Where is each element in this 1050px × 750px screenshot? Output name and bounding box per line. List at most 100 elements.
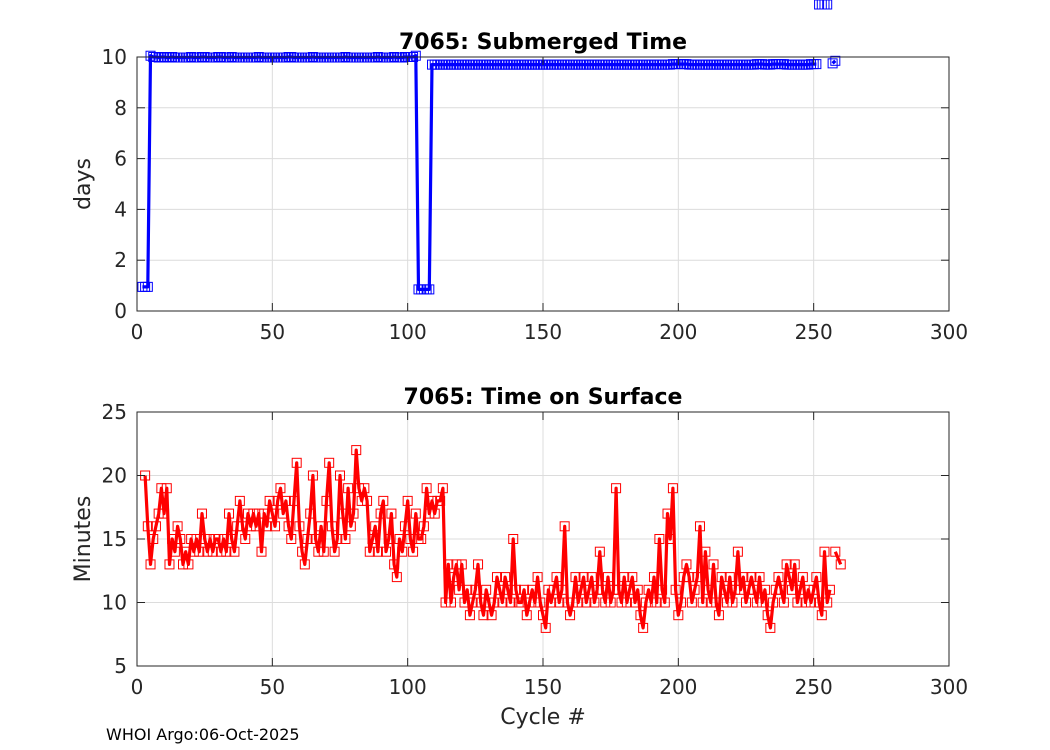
data-point-marker [597, 584, 608, 595]
data-point-marker [470, 584, 481, 595]
data-point-marker [778, 597, 789, 608]
data-point-marker [437, 483, 448, 494]
x-tick-label: 100 [389, 675, 427, 699]
data-point-marker [459, 597, 470, 608]
data-point-marker [299, 559, 310, 570]
x-axis-label: Cycle # [500, 705, 586, 730]
data-point-marker [676, 597, 687, 608]
data-point-marker [505, 597, 516, 608]
data-point-marker [824, 584, 835, 595]
data-point-marker [741, 597, 751, 608]
data-point-marker [524, 597, 535, 608]
data-point-marker [703, 584, 714, 595]
data-point-marker [565, 610, 576, 621]
data-point-marker [142, 521, 153, 532]
data-point-marker [224, 52, 235, 63]
data-point-marker [394, 534, 405, 544]
data-point-marker [556, 584, 567, 595]
data-point-marker [397, 52, 408, 63]
data-point-marker [153, 52, 164, 63]
data-point-marker [559, 521, 570, 532]
data-point-marker [280, 52, 291, 63]
data-point-marker [481, 584, 492, 595]
data-point-marker [464, 610, 475, 621]
x-tick-label: 300 [930, 675, 968, 699]
data-point-marker [270, 521, 281, 532]
y-tick-label: 6 [114, 147, 127, 171]
x-tick-label: 150 [524, 675, 562, 699]
y-axis-label: days [71, 158, 96, 210]
data-point-marker [700, 546, 711, 557]
data-point-marker [245, 521, 256, 532]
data-point-marker [264, 495, 275, 506]
data-point-marker [475, 597, 486, 608]
data-point-marker [256, 546, 267, 557]
data-point-marker [145, 50, 156, 61]
data-point-marker [548, 584, 559, 595]
data-point-marker [483, 597, 494, 608]
data-point-marker [659, 597, 670, 608]
series-line [833, 551, 843, 566]
data-point-marker [362, 495, 373, 506]
data-point-marker [762, 610, 773, 621]
data-point-marker [627, 572, 638, 583]
y-tick-label: 10 [102, 591, 127, 615]
data-point-marker [445, 597, 456, 608]
data-point-marker [692, 572, 703, 583]
data-point-marker [383, 534, 394, 544]
data-point-marker [381, 546, 392, 557]
data-point-marker [169, 546, 180, 557]
data-point-marker [275, 483, 286, 494]
data-point-marker [402, 495, 413, 506]
data-point-marker [608, 584, 619, 595]
data-point-marker [551, 572, 562, 583]
data-point-marker [789, 559, 800, 570]
data-point-marker [467, 597, 478, 608]
data-point-marker [694, 521, 705, 532]
data-point-marker [440, 597, 451, 608]
data-point-marker [178, 559, 189, 570]
data-point-marker [743, 584, 754, 595]
chart-title: 7065: Time on Surface [404, 385, 683, 410]
data-point-marker [770, 584, 781, 595]
data-point-marker [202, 546, 213, 557]
data-point-marker [237, 521, 248, 532]
data-point-marker [654, 534, 665, 544]
data-point-marker [759, 584, 770, 595]
data-point-marker [408, 546, 419, 557]
data-point-marker [370, 521, 381, 532]
data-point-marker [221, 546, 232, 557]
data-point-marker [716, 572, 727, 583]
series-line [143, 448, 832, 630]
data-point-marker [757, 597, 768, 608]
data-point-marker [332, 534, 343, 544]
data-point-marker [684, 572, 695, 583]
data-point-marker [803, 584, 814, 595]
data-point-marker [570, 572, 581, 583]
x-tick-label: 0 [131, 675, 144, 699]
data-point-marker [575, 584, 586, 595]
data-point-marker [624, 584, 635, 595]
data-point-marker [765, 622, 776, 633]
data-point-marker [787, 584, 798, 595]
data-point-marker [670, 584, 681, 595]
data-point-marker [527, 584, 538, 595]
data-point-marker [356, 495, 367, 506]
data-point-marker [186, 534, 197, 544]
data-point-marker [667, 483, 678, 494]
data-point-marker [180, 546, 191, 557]
data-point-marker [822, 0, 833, 10]
data-point-marker [573, 597, 584, 608]
x-tick-label: 0 [131, 320, 144, 344]
data-point-marker [345, 521, 356, 532]
data-point-marker [540, 622, 551, 633]
data-point-marker [473, 559, 484, 570]
data-point-marker [814, 597, 825, 608]
data-point-marker [689, 584, 700, 595]
data-point-marker [778, 59, 789, 70]
data-point-marker [657, 584, 668, 595]
y-tick-label: 25 [102, 400, 127, 424]
data-point-marker [159, 508, 170, 519]
data-point-marker [632, 584, 643, 595]
